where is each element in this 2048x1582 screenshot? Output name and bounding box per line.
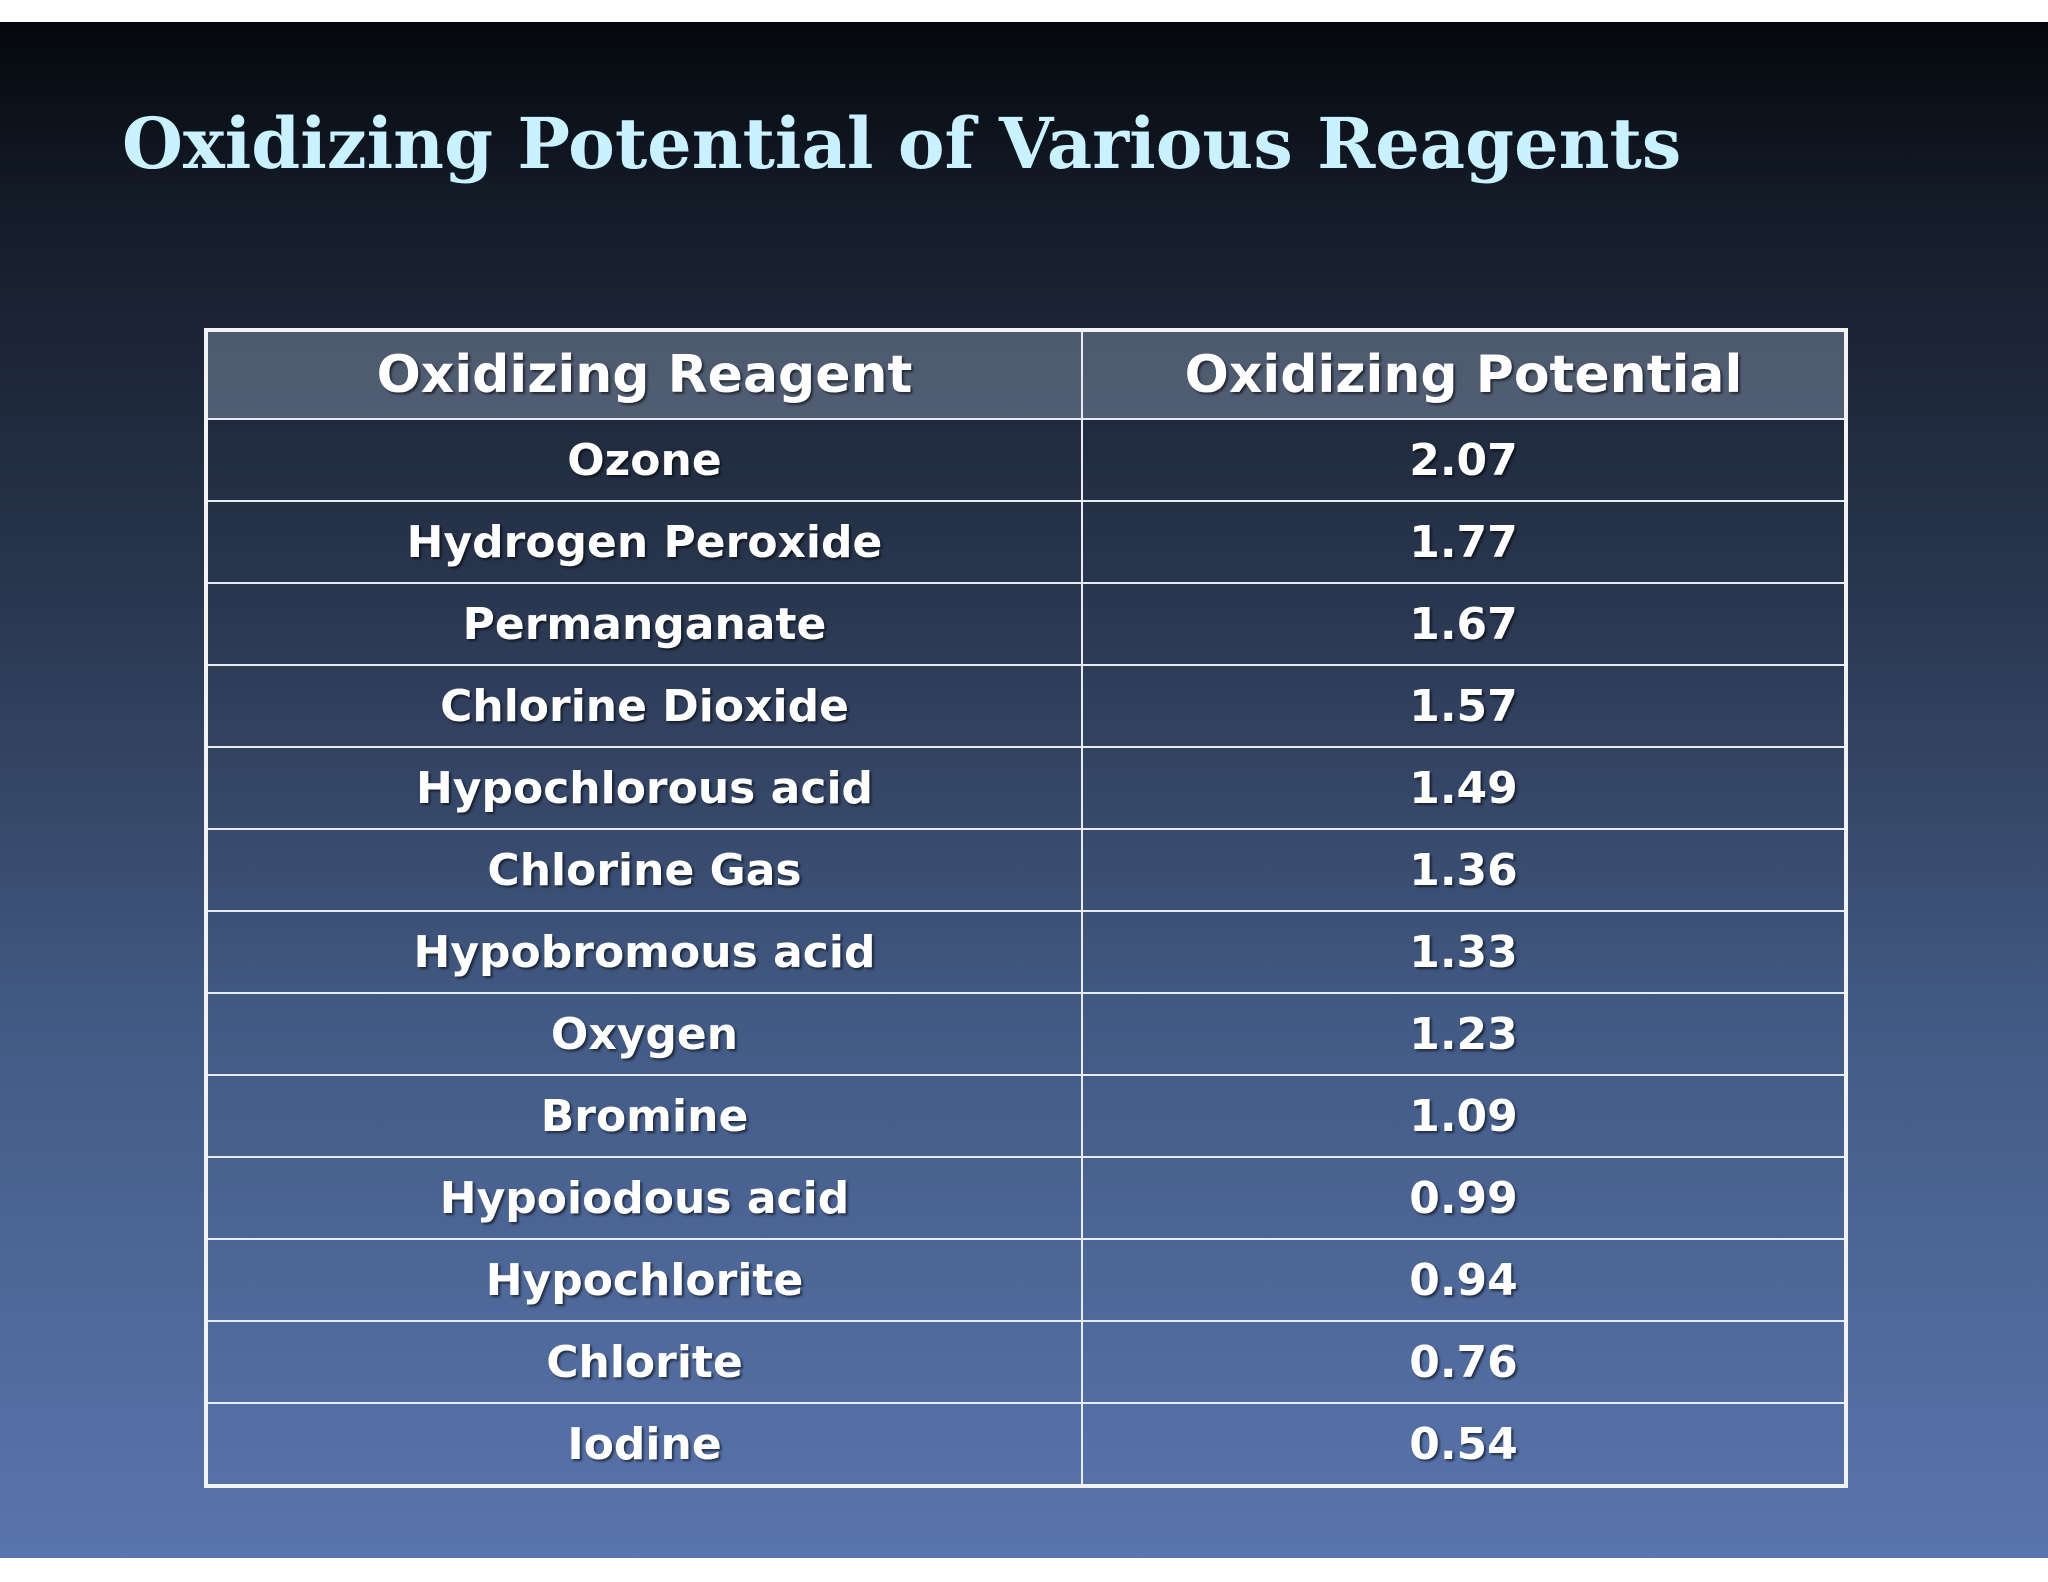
reagent-cell: Permanganate bbox=[205, 582, 1083, 666]
potential-cell: 1.57 bbox=[1081, 664, 1847, 748]
potential-cell: 1.49 bbox=[1081, 746, 1847, 830]
reagent-table: Oxidizing Reagent Oxidizing Potential Oz… bbox=[204, 328, 1848, 1488]
reagent-cell: Chlorine Dioxide bbox=[205, 664, 1083, 748]
table-row: Hypoiodous acid 0.99 bbox=[205, 1156, 1847, 1240]
potential-cell: 2.07 bbox=[1081, 418, 1847, 502]
potential-cell: 1.33 bbox=[1081, 910, 1847, 994]
reagent-cell: Hydrogen Peroxide bbox=[205, 500, 1083, 584]
reagent-cell: Oxygen bbox=[205, 992, 1083, 1076]
potential-cell: 0.94 bbox=[1081, 1238, 1847, 1322]
reagent-cell: Hypobromous acid bbox=[205, 910, 1083, 994]
table-row: Iodine 0.54 bbox=[205, 1402, 1847, 1487]
table-row: Ozone 2.07 bbox=[205, 418, 1847, 502]
table-row: Chlorite 0.76 bbox=[205, 1320, 1847, 1404]
table-row: Hydrogen Peroxide 1.77 bbox=[205, 500, 1847, 584]
table-row: Hypobromous acid 1.33 bbox=[205, 910, 1847, 994]
potential-cell: 0.54 bbox=[1081, 1402, 1847, 1487]
potential-cell: 1.77 bbox=[1081, 500, 1847, 584]
reagent-cell: Iodine bbox=[205, 1402, 1083, 1487]
table-row: Chlorine Gas 1.36 bbox=[205, 828, 1847, 912]
potential-cell: 1.36 bbox=[1081, 828, 1847, 912]
slide: Oxidizing Potential of Various Reagents … bbox=[0, 22, 2048, 1558]
table-row: Chlorine Dioxide 1.57 bbox=[205, 664, 1847, 748]
table-row: Permanganate 1.67 bbox=[205, 582, 1847, 666]
table-row: Hypochlorous acid 1.49 bbox=[205, 746, 1847, 830]
reagent-cell: Hypochlorite bbox=[205, 1238, 1083, 1322]
potential-cell: 0.99 bbox=[1081, 1156, 1847, 1240]
table-header-row: Oxidizing Reagent Oxidizing Potential bbox=[205, 329, 1847, 420]
potential-cell: 1.09 bbox=[1081, 1074, 1847, 1158]
reagent-cell: Chlorine Gas bbox=[205, 828, 1083, 912]
reagent-cell: Hypochlorous acid bbox=[205, 746, 1083, 830]
table-row: Bromine 1.09 bbox=[205, 1074, 1847, 1158]
potential-cell: 0.76 bbox=[1081, 1320, 1847, 1404]
header-oxidizing-reagent: Oxidizing Reagent bbox=[205, 329, 1083, 420]
reagent-cell: Chlorite bbox=[205, 1320, 1083, 1404]
potential-cell: 1.67 bbox=[1081, 582, 1847, 666]
table-row: Hypochlorite 0.94 bbox=[205, 1238, 1847, 1322]
table-row: Oxygen 1.23 bbox=[205, 992, 1847, 1076]
potential-cell: 1.23 bbox=[1081, 992, 1847, 1076]
reagent-cell: Hypoiodous acid bbox=[205, 1156, 1083, 1240]
reagent-cell: Bromine bbox=[205, 1074, 1083, 1158]
reagent-cell: Ozone bbox=[205, 418, 1083, 502]
slide-title: Oxidizing Potential of Various Reagents bbox=[122, 102, 1682, 185]
header-oxidizing-potential: Oxidizing Potential bbox=[1081, 329, 1847, 420]
